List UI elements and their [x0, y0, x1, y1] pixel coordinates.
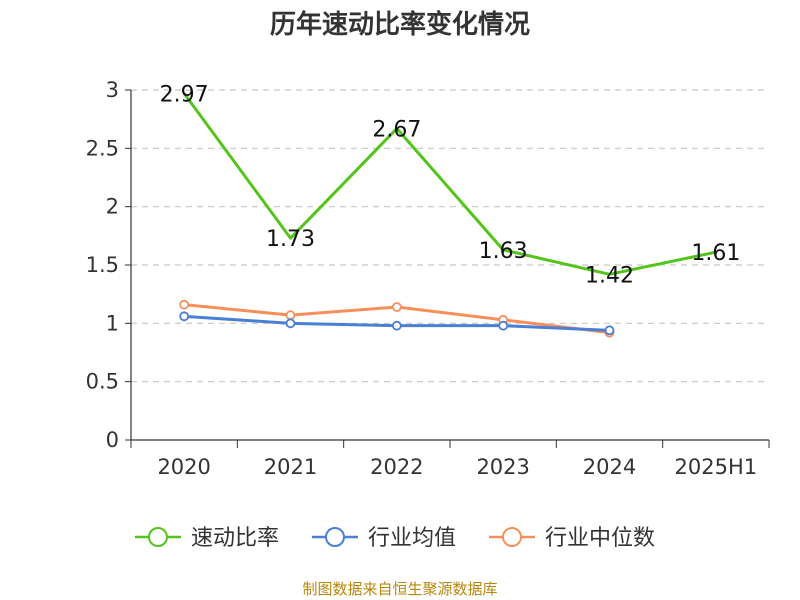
data-point[interactable]: [179, 311, 190, 322]
grid-lines: [131, 89, 769, 383]
data-point[interactable]: [285, 318, 296, 329]
data-point[interactable]: [391, 320, 402, 331]
axes: 0 0.5 1 1.5 2 2.5 3 2020 2021 2022 2023 2024 2025H1: [86, 78, 770, 479]
legend-marker: [325, 527, 345, 547]
x-tick-label: 2025H1: [675, 455, 758, 479]
data-label: 1.61: [691, 241, 740, 266]
data-label: 2.67: [372, 118, 421, 143]
legend-item[interactable]: 行业均值: [312, 526, 456, 551]
legend-marker: [148, 527, 168, 547]
source-note: 制图数据来自恒生聚源数据库: [302, 580, 497, 598]
chart-title: 历年速动比率变化情况: [270, 9, 530, 40]
y-tick-label: 0: [106, 428, 119, 452]
legend-item[interactable]: 行业中位数: [489, 526, 655, 551]
data-label: 2.97: [160, 83, 209, 108]
x-tick-label: 2024: [583, 455, 636, 479]
y-tick-label: 2.5: [86, 136, 119, 160]
data-point[interactable]: [285, 310, 296, 321]
legend[interactable]: 速动比率 行业均值 行业中位数: [135, 526, 655, 551]
series-line: [182, 92, 717, 276]
data-point[interactable]: [498, 320, 509, 331]
legend-label: 行业中位数: [545, 526, 655, 551]
y-tick-label: 3: [106, 78, 119, 102]
y-tick-label: 0.5: [86, 370, 119, 394]
legend-label: 速动比率: [191, 526, 279, 551]
x-tick-label: 2022: [370, 455, 423, 479]
y-tick-label: 1.5: [86, 253, 119, 277]
data-point[interactable]: [391, 302, 402, 312]
y-tick-label: 2: [106, 195, 119, 219]
x-tick-label: 2023: [476, 455, 529, 479]
legend-label: 行业均值: [368, 526, 456, 551]
y-tick-label: 1: [106, 311, 119, 335]
legend-marker: [502, 527, 522, 547]
x-tick-label: 2020: [157, 455, 210, 479]
data-point[interactable]: [179, 299, 190, 310]
legend-item[interactable]: 速动比率: [135, 526, 279, 551]
x-tick-label: 2021: [264, 455, 317, 479]
data-label: 1.63: [479, 239, 528, 264]
series-lines: [179, 92, 717, 338]
data-point[interactable]: [604, 325, 615, 336]
data-label: 1.42: [585, 263, 634, 288]
data-labels: 2.97 1.73 2.67 1.63 1.42 1.61: [160, 83, 741, 289]
data-label: 1.73: [266, 227, 315, 252]
